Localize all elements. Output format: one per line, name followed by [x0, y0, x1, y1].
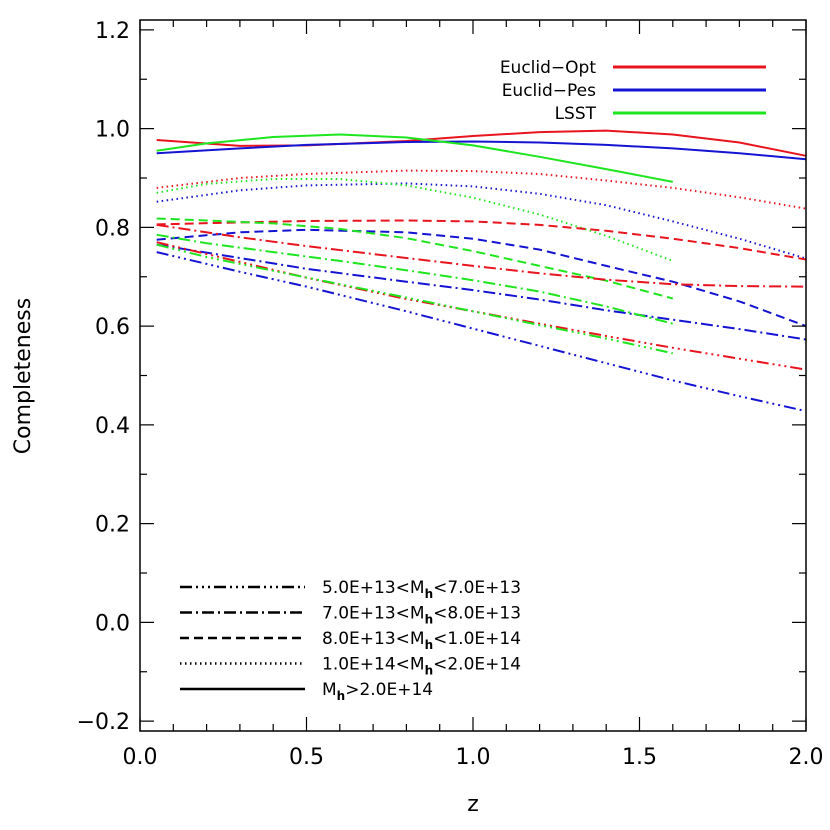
series-lsst-mass-bin-0 [156, 243, 674, 355]
series-euclid-opt-mass-bin-3 [156, 169, 807, 210]
series-lsst-mass-bin-1 [156, 233, 674, 325]
series-euclid-pes-mass-bin-1 [156, 243, 807, 341]
series-euclid-pes-mass-bin-3 [156, 182, 807, 260]
mass-legend-label: Mh>2.0E+14 [322, 680, 433, 703]
x-tick-label: 1.0 [456, 745, 491, 770]
y-tick-label: 0.0 [95, 611, 130, 636]
x-tick-label: 0.5 [289, 745, 324, 770]
x-tick-label: 0.0 [123, 745, 158, 770]
series-lsst-mass-bin-3 [156, 178, 674, 262]
y-tick-label: 0.2 [95, 513, 130, 538]
survey-legend-label: LSST [555, 104, 597, 124]
survey-legend-label: Euclid−Opt [500, 58, 597, 78]
series-euclid-opt-mass-bin-2 [156, 219, 807, 261]
survey-legend: Euclid−Opt Euclid−Pes LSST [500, 58, 766, 124]
y-tick-label: 0.4 [95, 414, 130, 439]
y-tick-label: 1.2 [95, 19, 130, 44]
series-layer [156, 129, 807, 413]
x-axis-title: z [467, 792, 479, 817]
y-tick-label: −0.2 [77, 710, 130, 735]
series-lsst-mass-bin-2 [156, 217, 674, 300]
survey-legend-item-euclid-opt: Euclid−Opt [500, 58, 766, 78]
mass-legend-label: 1.0E+14<Mh<2.0E+14 [322, 655, 521, 678]
series-lsst-mass-bin-4 [156, 133, 673, 183]
mass-legend-label: 7.0E+13<Mh<8.0E+13 [322, 604, 521, 627]
x-tick-label: 2.0 [789, 745, 824, 770]
mass-legend-item: 5.0E+13<Mh<7.0E+13 [180, 578, 521, 601]
series-euclid-pes-mass-bin-2 [156, 228, 807, 328]
mass-legend-item: 1.0E+14<Mh<2.0E+14 [180, 655, 521, 678]
y-axis-title: Completeness [11, 298, 36, 454]
mass-legend-label: 8.0E+13<Mh<1.0E+14 [322, 629, 521, 652]
plot-frame [139, 19, 807, 732]
y-tick-label: 1.0 [95, 118, 130, 143]
y-tick-label: 0.6 [95, 315, 130, 340]
survey-legend-item-lsst: LSST [555, 104, 766, 124]
series-euclid-pes-mass-bin-0 [156, 251, 807, 413]
mass-legend-item: 7.0E+13<Mh<8.0E+13 [180, 604, 521, 627]
x-tick-label: 1.5 [622, 745, 657, 770]
series-euclid-pes-mass-bin-4 [156, 140, 807, 161]
mass-bin-legend: 5.0E+13<Mh<7.0E+13 7.0E+13<Mh<8.0E+138.0E… [180, 578, 521, 703]
series-euclid-opt-mass-bin-1 [156, 223, 807, 288]
tick-labels: 0.0 0.5 1.0 1.5 2.0 −0.2 0.0 0.2 0.4 0.6 0.8 1.0 1.2 [77, 19, 824, 770]
survey-legend-item-euclid-pes: Euclid−Pes [502, 81, 766, 101]
mass-legend-label: 5.0E+13<Mh<7.0E+13 [322, 578, 521, 601]
mass-legend-item: Mh>2.0E+14 [180, 680, 433, 703]
survey-legend-label: Euclid−Pes [502, 81, 596, 101]
mass-legend-item: 8.0E+13<Mh<1.0E+14 [180, 629, 521, 652]
y-tick-label: 0.8 [95, 216, 130, 241]
